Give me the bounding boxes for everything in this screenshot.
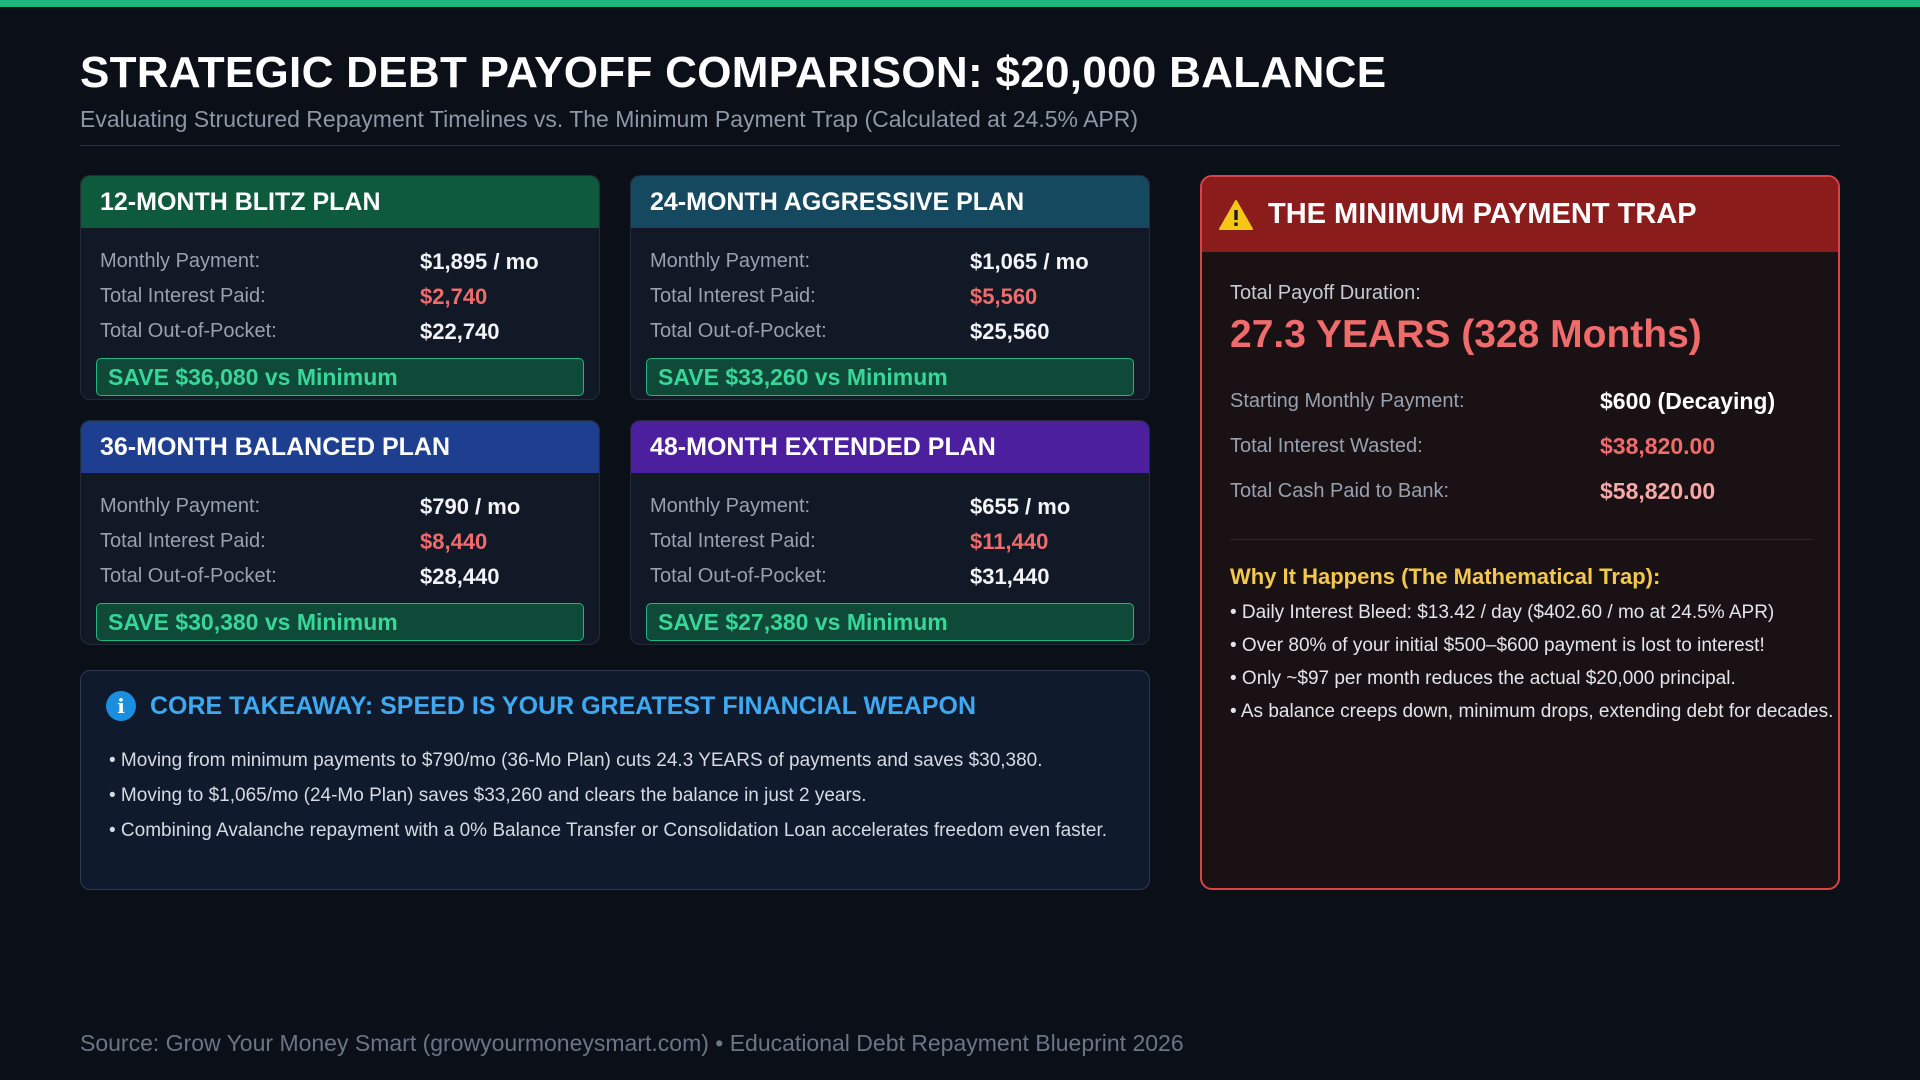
info-icon: i [106,691,136,721]
list-item: • Daily Interest Bleed: $13.42 / day ($4… [1230,602,1775,623]
monthly-payment-value: $655 / mo [970,493,1071,519]
cash-paid-row: Total Cash Paid to Bank: $58,820.00 [1230,469,1810,514]
total-interest-value: $5,560 [970,283,1038,309]
row-label: Total Interest Paid: [100,285,266,307]
total-out-of-pocket-row: Total Out-of-Pocket: $31,440 [650,559,1130,594]
plan-header: 48-MONTH EXTENDED PLAN [631,421,1149,473]
row-label: Monthly Payment: [650,495,811,517]
monthly-payment-value: $790 / mo [420,493,521,519]
total-out-of-pocket-value: $22,740 [420,318,500,344]
plan-header: 12-MONTH BLITZ PLAN [81,176,599,228]
plan-card-48-month: 48-MONTH EXTENDED PLAN Monthly Payment: $… [630,420,1150,645]
list-item: • Moving from minimum payments to $790/m… [109,750,1043,771]
row-value: $600 (Decaying) [1600,388,1776,414]
total-interest-row: Total Interest Paid: $2,740 [100,279,580,314]
source-footer: Source: Grow Your Money Smart (growyourm… [80,1030,1184,1056]
page-title: STRATEGIC DEBT PAYOFF COMPARISON: $20,00… [80,48,1387,97]
total-interest-value: $8,440 [420,528,488,554]
minimum-payment-trap-panel: THE MINIMUM PAYMENT TRAP Total Payoff Du… [1200,175,1840,890]
savings-badge: SAVE $27,380 vs Minimum [646,603,1134,641]
duration-label: Total Payoff Duration: [1230,282,1421,304]
row-label: Monthly Payment: [100,250,261,272]
trap-header: THE MINIMUM PAYMENT TRAP [1202,177,1838,252]
starting-payment-row: Starting Monthly Payment: $600 (Decaying) [1230,379,1810,424]
row-label: Total Interest Paid: [100,530,266,552]
total-interest-row: Total Interest Paid: $8,440 [100,524,580,559]
why-title: Why It Happens (The Mathematical Trap): [1230,564,1661,589]
monthly-payment-value: $1,065 / mo [970,248,1089,274]
header-divider [80,145,1840,146]
interest-wasted-row: Total Interest Wasted: $38,820.00 [1230,424,1810,469]
plan-header: 36-MONTH BALANCED PLAN [81,421,599,473]
total-out-of-pocket-row: Total Out-of-Pocket: $28,440 [100,559,580,594]
top-accent-bar [0,0,1920,7]
total-interest-row: Total Interest Paid: $11,440 [650,524,1130,559]
page-subtitle: Evaluating Structured Repayment Timeline… [80,106,1139,132]
list-item: • As balance creeps down, minimum drops,… [1230,701,1834,722]
plan-title: 36-MONTH BALANCED PLAN [100,432,450,461]
monthly-payment-row: Monthly Payment: $1,895 / mo [100,244,580,279]
list-item: • Combining Avalanche repayment with a 0… [109,820,1108,841]
trap-title: THE MINIMUM PAYMENT TRAP [1268,198,1697,230]
list-item: • Only ~$97 per month reduces the actual… [1230,668,1736,689]
list-item: • Moving to $1,065/mo (24-Mo Plan) saves… [109,785,867,806]
total-out-of-pocket-value: $28,440 [420,563,500,589]
savings-badge: SAVE $30,380 vs Minimum [96,603,584,641]
row-label: Starting Monthly Payment: [1230,390,1465,412]
plan-title: 48-MONTH EXTENDED PLAN [650,432,996,461]
row-label: Total Interest Wasted: [1230,435,1423,457]
plan-title: 24-MONTH AGGRESSIVE PLAN [650,187,1025,216]
row-label: Total Out-of-Pocket: [100,320,277,342]
total-interest-value: $11,440 [970,528,1049,554]
why-list: • Daily Interest Bleed: $13.42 / day ($4… [1230,596,1834,728]
plan-card-12-month: 12-MONTH BLITZ PLAN Monthly Payment: $1,8… [80,175,600,400]
trap-divider [1230,539,1812,540]
savings-badge: SAVE $33,260 vs Minimum [646,358,1134,396]
plan-card-24-month: 24-MONTH AGGRESSIVE PLAN Monthly Payment… [630,175,1150,400]
row-label: Total Out-of-Pocket: [650,565,827,587]
monthly-payment-row: Monthly Payment: $655 / mo [650,489,1130,524]
core-takeaway-panel: i CORE TAKEAWAY: SPEED IS YOUR GREATEST … [80,670,1150,890]
takeaway-title: CORE TAKEAWAY: SPEED IS YOUR GREATEST FI… [150,691,977,720]
takeaway-list: • Moving from minimum payments to $790/m… [109,743,1149,848]
duration-value: 27.3 YEARS (328 Months) [1230,313,1702,356]
monthly-payment-row: Monthly Payment: $790 / mo [100,489,580,524]
total-out-of-pocket-row: Total Out-of-Pocket: $22,740 [100,314,580,349]
monthly-payment-value: $1,895 / mo [420,248,539,274]
plan-card-36-month: 36-MONTH BALANCED PLAN Monthly Payment: $… [80,420,600,645]
total-out-of-pocket-row: Total Out-of-Pocket: $25,560 [650,314,1130,349]
total-out-of-pocket-value: $31,440 [970,563,1050,589]
row-label: Monthly Payment: [650,250,811,272]
row-value: $38,820.00 [1600,433,1716,459]
row-label: Monthly Payment: [100,495,261,517]
list-item: • Over 80% of your initial $500–$600 pay… [1230,635,1765,656]
monthly-payment-row: Monthly Payment: $1,065 / mo [650,244,1130,279]
plan-header: 24-MONTH AGGRESSIVE PLAN [631,176,1149,228]
row-label: Total Out-of-Pocket: [100,565,277,587]
row-label: Total Interest Paid: [650,530,816,552]
plan-title: 12-MONTH BLITZ PLAN [100,187,381,216]
total-interest-value: $2,740 [420,283,488,309]
warning-icon [1219,199,1253,230]
total-out-of-pocket-value: $25,560 [970,318,1050,344]
row-label: Total Interest Paid: [650,285,816,307]
row-label: Total Cash Paid to Bank: [1230,480,1450,502]
row-label: Total Out-of-Pocket: [650,320,827,342]
savings-badge: SAVE $36,080 vs Minimum [96,358,584,396]
row-value: $58,820.00 [1600,478,1716,504]
total-interest-row: Total Interest Paid: $5,560 [650,279,1130,314]
